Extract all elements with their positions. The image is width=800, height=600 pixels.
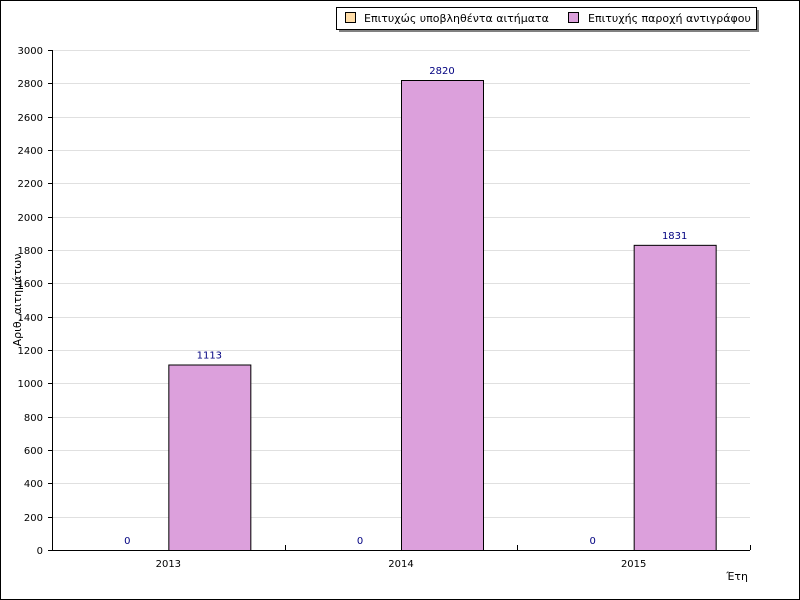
legend-label-copies: Επιτυχής παροχή αντιγράφου	[588, 12, 751, 25]
y-tick-label: 2800	[18, 79, 43, 90]
y-tick-label: 600	[24, 446, 43, 457]
y-tick-label: 2000	[18, 213, 43, 224]
data-label: 0	[357, 536, 363, 547]
data-label: 1831	[662, 231, 687, 242]
x-tick-label: 2013	[156, 559, 181, 570]
legend-label-submitted: Επιτυχώς υποβληθέντα αιτήματα	[364, 12, 549, 25]
labels: 0 200 400 600 800 1000 1200 1400 1600 1800 2000 220…	[18, 46, 688, 570]
legend-swatch-submitted	[345, 12, 356, 23]
y-tick-label: 2400	[18, 146, 43, 157]
x-tick-label: 2014	[388, 559, 413, 570]
legend-swatch-copies	[568, 12, 579, 23]
data-label: 0	[589, 536, 595, 547]
data-label: 0	[124, 536, 130, 547]
y-axis-title: Αριθ. αιτημάτων	[11, 254, 24, 347]
axes	[48, 50, 751, 551]
legend: Επιτυχώς υποβληθέντα αιτήματα Επιτυχής π…	[336, 7, 759, 32]
y-tick-label: 1000	[18, 379, 43, 390]
y-tick-label: 3000	[18, 46, 43, 57]
y-tick-label: 800	[24, 413, 43, 424]
y-tick-label: 2200	[18, 179, 43, 190]
x-tick-label: 2015	[621, 559, 646, 570]
y-tick-label: 200	[24, 513, 43, 524]
y-tick-label: 1600	[18, 279, 43, 290]
bars	[168, 80, 717, 551]
x-axis-title: Έτη	[725, 570, 748, 583]
y-tick-label: 1200	[18, 346, 43, 357]
y-tick-label: 2600	[18, 113, 43, 124]
y-tick-label: 400	[24, 479, 43, 490]
data-label: 1113	[197, 351, 222, 362]
bar-copies	[401, 80, 484, 551]
y-tick-label: 0	[37, 546, 43, 557]
bar-copies	[633, 244, 717, 551]
data-label: 2820	[429, 66, 454, 77]
y-tick-label: 1800	[18, 246, 43, 257]
y-tick-label: 1400	[18, 313, 43, 324]
bar-copies	[168, 364, 252, 551]
legend-box	[336, 7, 757, 30]
